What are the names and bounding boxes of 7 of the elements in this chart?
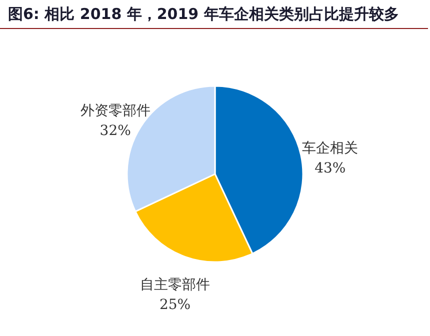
chart-title: 图6: 相比 2018 年，2019 年车企相关类别占比提升较多	[0, 0, 428, 29]
slice-label: 自主零部件	[140, 277, 210, 294]
slice-label: 车企相关	[302, 140, 358, 156]
data-label: 32%	[100, 122, 131, 139]
data-label: 25%	[159, 297, 191, 314]
data-label: 43%	[314, 160, 346, 176]
slice-label: 外资零部件	[80, 102, 150, 119]
